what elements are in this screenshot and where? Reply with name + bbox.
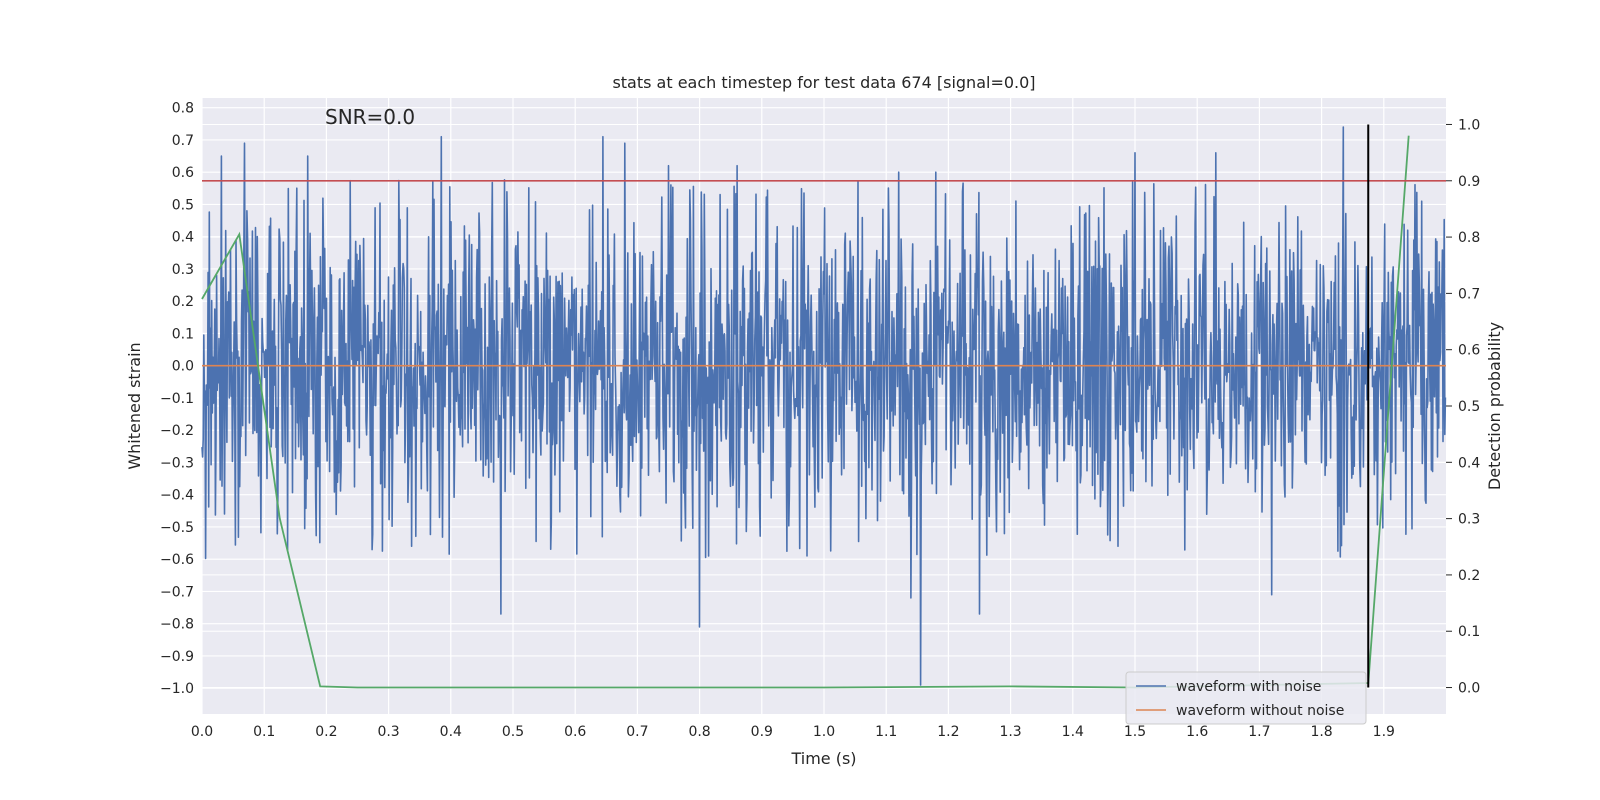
y-tick-label: −0.9	[160, 649, 194, 665]
y-tick-label: −0.1	[160, 391, 194, 407]
y2-tick-label: 0.3	[1458, 512, 1480, 528]
x-tick-label: 1.4	[1062, 724, 1084, 740]
y-tick-label: 0.0	[172, 359, 194, 375]
x-tick-label: 0.9	[751, 724, 773, 740]
x-tick-label: 1.1	[875, 724, 897, 740]
y2-axis-label: Detection probability	[1485, 322, 1504, 490]
y-axis-label: Whitened strain	[125, 342, 144, 469]
legend-label-clean: waveform without noise	[1176, 703, 1344, 719]
y-tick-label: −0.6	[160, 552, 194, 568]
y2-tick-label: 0.9	[1458, 174, 1480, 190]
x-tick-label: 0.8	[688, 724, 710, 740]
x-tick-label: 1.6	[1186, 724, 1208, 740]
x-tick-label: 0.0	[191, 724, 213, 740]
x-tick-label: 0.4	[440, 724, 462, 740]
x-tick-label: 1.9	[1373, 724, 1395, 740]
y-tick-label: −0.8	[160, 617, 194, 633]
reference-lines	[202, 124, 1446, 688]
x-axis-label: Time (s)	[790, 749, 856, 768]
series-waveform-with-noise	[201, 126, 1447, 686]
y-tick-label: 0.6	[172, 165, 194, 181]
legend-box	[1125, 671, 1367, 725]
y2-tick-label: 0.4	[1458, 455, 1480, 471]
y-tick-label: −0.3	[160, 455, 194, 471]
y-tick-label: −0.7	[160, 584, 194, 600]
y-tick-label: 0.1	[172, 326, 194, 342]
x-tick-label: 0.7	[626, 724, 648, 740]
axis-ticks: 0.0 0.1 0.2 0.3 0.4 0.5 0.6 0.7 0.8 0.9 1.0 1.1 1.2 1…	[160, 101, 1480, 740]
y2-tick-label: 0.7	[1458, 286, 1480, 302]
y2-tick-label: 0.2	[1458, 568, 1480, 584]
x-tick-label: 1.5	[1124, 724, 1146, 740]
y2-tick-label: 0.8	[1458, 230, 1480, 246]
y-tick-label: −0.4	[160, 488, 194, 504]
x-tick-label: 1.8	[1310, 724, 1332, 740]
y-tick-label: 0.5	[172, 197, 194, 213]
x-tick-label: 1.2	[937, 724, 959, 740]
y-tick-label: −0.5	[160, 520, 194, 536]
y2-tick-label: 0.5	[1458, 399, 1480, 415]
y2-tick-label: 0.1	[1458, 624, 1480, 640]
x-tick-label: 1.0	[813, 724, 835, 740]
x-tick-label: 0.2	[315, 724, 337, 740]
x-tick-label: 0.3	[377, 724, 399, 740]
noise-waveform-line	[201, 126, 1447, 686]
y-tick-label: 0.7	[172, 133, 194, 149]
y2-tick-label: 0.6	[1458, 343, 1480, 359]
y-tick-label: 0.3	[172, 262, 194, 278]
x-tick-label: 1.7	[1248, 724, 1270, 740]
x-tick-label: 0.5	[502, 724, 524, 740]
x-tick-label: 0.6	[564, 724, 586, 740]
y-tick-label: −1.0	[160, 681, 194, 697]
legend: waveform with noise waveform without noi…	[1125, 671, 1367, 725]
y-tick-label: −0.2	[160, 423, 194, 439]
y-tick-label: 0.8	[172, 101, 194, 117]
y2-tick-label: 1.0	[1458, 117, 1480, 133]
x-tick-label: 1.3	[999, 724, 1021, 740]
y-tick-label: 0.4	[172, 230, 194, 246]
chart-title: stats at each timestep for test data 674…	[612, 73, 1035, 92]
legend-label-noise: waveform with noise	[1176, 679, 1321, 695]
y-tick-label: 0.2	[172, 294, 194, 310]
y2-tick-label: 0.0	[1458, 681, 1480, 697]
snr-annotation: SNR=0.0	[325, 105, 415, 129]
x-tick-label: 0.1	[253, 724, 275, 740]
